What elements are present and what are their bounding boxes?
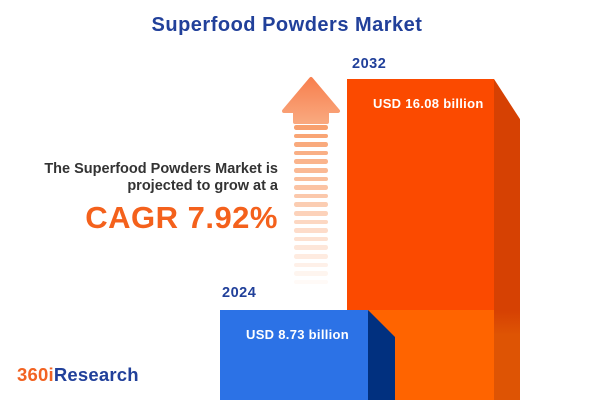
bar-2024-side [368, 310, 395, 400]
year-label-2024: 2024 [222, 285, 257, 301]
bar-2032-side [494, 79, 520, 400]
bar-2032-value-label: USD 16.08 billion [373, 96, 484, 111]
company-logo: 360iResearch [17, 364, 139, 386]
logo-part-360i: 360i [17, 364, 54, 385]
year-label-2032: 2032 [352, 56, 387, 72]
bar-2024-value-label: USD 8.73 billion [246, 327, 350, 342]
arrow-up-icon [280, 76, 342, 292]
cagr-value: CAGR 7.92% [85, 200, 278, 235]
intro-line-1: The Superfood Powders Market is [44, 161, 278, 177]
intro-line-2: projected to grow at a [127, 177, 278, 194]
logo-part-research: Research [53, 364, 139, 385]
chart-title: Superfood Powders Market [151, 14, 423, 36]
arrow-stripes [294, 125, 328, 288]
bar-2024: USD 8.73 billion [220, 310, 395, 400]
arrow-head [282, 77, 340, 124]
intro-text-block: The Superfood Powders Market is projecte… [0, 161, 278, 236]
bar-2024-face [220, 310, 368, 400]
